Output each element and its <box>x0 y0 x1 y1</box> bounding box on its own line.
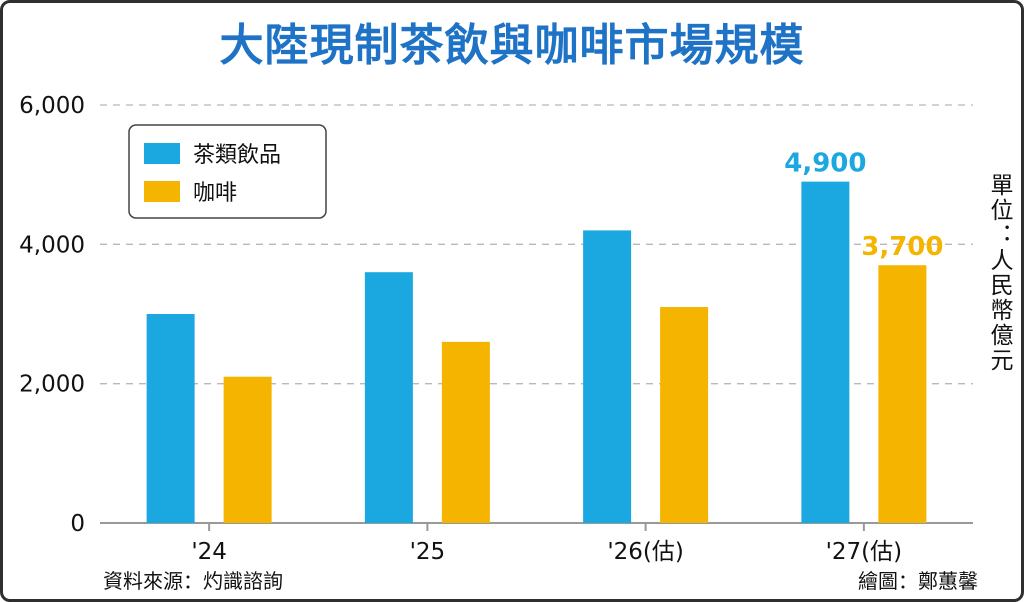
data-label: 3,700 <box>861 232 943 262</box>
bar-tea-0 <box>146 314 195 523</box>
x-tick-label: '26(估) <box>607 539 684 565</box>
unit-label: 單位：人民幣億元 <box>986 173 1014 373</box>
legend-label-coffee: 咖啡 <box>193 181 237 206</box>
bar-coffee-2 <box>660 307 709 523</box>
y-tick-label: 2,000 <box>19 372 85 398</box>
x-tick-label: '27(估) <box>826 539 903 565</box>
y-tick-label: 6,000 <box>19 93 85 119</box>
y-tick-label: 4,000 <box>19 232 85 258</box>
bar-tea-3 <box>801 181 850 523</box>
axis-layer: 0 2,000 4,000 6,000 '24 '25 '26(估) '27(估) <box>19 93 973 565</box>
legend-swatch-coffee <box>144 181 180 202</box>
label-layer: 4,900 3,700 <box>784 149 943 263</box>
bar-coffee-1 <box>441 341 490 523</box>
chart-title: 大陸現制茶飲與咖啡市場規模 <box>219 20 805 71</box>
y-tick-label: 0 <box>70 511 85 537</box>
data-label: 4,900 <box>784 149 866 179</box>
legend-swatch-tea <box>144 143 180 164</box>
bar-layer <box>146 181 927 523</box>
bar-tea-2 <box>583 230 632 523</box>
x-tick-label: '25 <box>410 539 446 565</box>
bar-coffee-3 <box>878 265 927 523</box>
legend-label-tea: 茶類飲品 <box>193 143 281 168</box>
bar-chart: 0 2,000 4,000 6,000 '24 '25 '26(估) '27(估) 4,900… <box>19 93 1014 593</box>
x-tick-label: '24 <box>191 539 227 565</box>
source-label: 資料來源：灼識諮詢 <box>103 569 283 593</box>
bar-tea-1 <box>364 272 413 523</box>
bar-coffee-0 <box>223 376 272 523</box>
credit-label: 繪圖：鄭蕙馨 <box>858 569 978 593</box>
legend: 茶類飲品 咖啡 <box>128 124 327 219</box>
